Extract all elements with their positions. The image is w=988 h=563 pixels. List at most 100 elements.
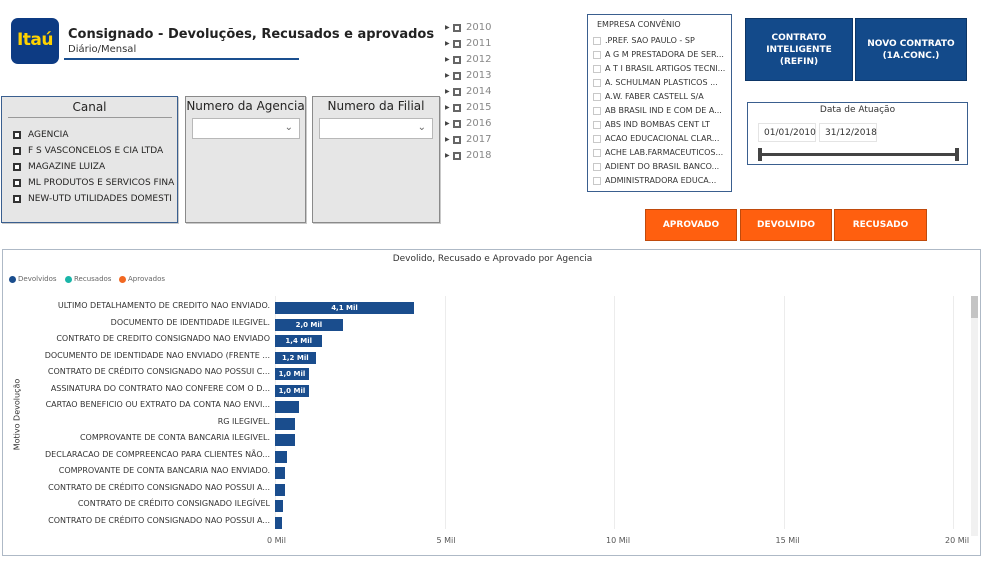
expand-arrow-icon[interactable]: ▶ [445, 152, 450, 159]
chart-scroll-thumb[interactable] [971, 296, 978, 318]
empresa-label: ABS IND BOMBAS CENT LT [605, 120, 710, 129]
legend-devolvidos[interactable]: Devolvidos [9, 275, 57, 283]
year-label: 2013 [466, 70, 492, 81]
date-slider-track[interactable] [759, 153, 957, 156]
year-item-2012[interactable]: ▶ 2012 [445, 54, 491, 65]
canal-item-label: ML PRODUTOS E SERVICOS FINA [28, 178, 175, 188]
bar[interactable] [275, 500, 284, 512]
bar[interactable] [275, 368, 309, 380]
legend-label: Recusados [74, 275, 112, 283]
motivo-devolucao-chart: Devolido, Recusado e Aprovado por Agenci… [2, 249, 981, 556]
empresa-item[interactable]: A T I BRASIL ARTIGOS TECNI... [593, 64, 728, 73]
legend-recusados[interactable]: Recusados [65, 275, 111, 283]
category-label: COMPROVANTE DE CONTA BANCARIA ILEGIVEL. [79, 433, 270, 442]
expand-arrow-icon[interactable]: ▶ [445, 72, 450, 79]
bar[interactable] [275, 384, 309, 397]
devolvido-button[interactable]: DEVOLVIDO [740, 209, 832, 241]
bar[interactable] [275, 467, 286, 479]
category-label: CONTRATO DE CREDITO CONSIGNADO NAO ENVIA… [56, 334, 270, 343]
empresa-item[interactable]: A.W. FABER CASTELL S/A [593, 92, 728, 101]
contrato-inteligente-button[interactable]: CONTRATO INTELIGENTE (REFIN) [745, 18, 853, 81]
slider-start-handle[interactable] [758, 148, 762, 161]
bar[interactable] [275, 483, 286, 496]
checkbox-icon [593, 106, 601, 115]
bar[interactable] [275, 318, 343, 331]
slider-end-handle[interactable] [955, 148, 959, 161]
recusado-button[interactable]: RECUSADO [834, 209, 927, 241]
expand-arrow-icon[interactable]: ▶ [445, 120, 450, 127]
category-label: RG ILEGIVEL. [217, 416, 270, 426]
canal-item-magazine-luiza[interactable]: MAGAZINE LUIZA [13, 162, 176, 172]
checkbox-icon [13, 131, 21, 139]
empresa-item[interactable]: ADMINISTRADORA EDUCA... [593, 176, 728, 185]
checkbox-icon [593, 92, 601, 101]
bar-data-label: 1,4 Mil [285, 337, 313, 345]
empresa-item[interactable]: ACAO EDUCACIONAL CLAR... [593, 134, 728, 143]
canal-item-ml-produtos[interactable]: ML PRODUTOS E SERVICOS FINA [13, 178, 176, 188]
canal-item-new-utd[interactable]: NEW-UTD UTILIDADES DOMESTI [13, 194, 176, 204]
expand-arrow-icon[interactable]: ▶ [445, 136, 450, 143]
expand-arrow-icon[interactable]: ▶ [445, 104, 450, 111]
year-label: 2012 [466, 54, 492, 65]
year-label: 2015 [466, 102, 492, 113]
canal-title: Canal [72, 100, 107, 114]
chart-scrollbar[interactable] [971, 296, 978, 536]
year-item-2011[interactable]: ▶ 2011 [445, 38, 491, 49]
empresa-item[interactable]: ADIENT DO BRASIL BANCO... [593, 162, 728, 171]
legend-dot [119, 275, 126, 283]
bar[interactable] [275, 516, 283, 529]
x-tick-label: 0 Mil [267, 536, 286, 545]
year-item-2018[interactable]: ▶ 2018 [445, 150, 491, 161]
category-label: DOCUMENTO DE IDENTIDADE ILEGIVEL. [110, 317, 270, 327]
bar-data-label: 1,0 Mil [278, 370, 306, 378]
bar[interactable] [275, 434, 296, 446]
expand-arrow-icon[interactable]: ▶ [445, 24, 450, 31]
empresa-item[interactable]: ACHE LAB.FARMACEUTICOS... [593, 148, 728, 157]
canal-item-vasconcelos[interactable]: F S VASCONCELOS E CIA LTDA [13, 146, 176, 156]
empresa-item[interactable]: ABS IND BOMBAS CENT LT [593, 120, 728, 129]
category-label: COMPROVANTE DE CONTA BANCARIA NAO ENVIAD… [58, 466, 270, 475]
checkbox-icon [453, 39, 461, 48]
empresa-item[interactable]: AB BRASIL IND E COM DE A... [593, 106, 728, 115]
novo-contrato-button[interactable]: NOVO CONTRATO (1A.CONC.) [855, 18, 967, 81]
empresa-item[interactable]: .PREF. SAO PAULO - SP [593, 36, 728, 45]
bar[interactable] [275, 302, 414, 314]
category-label: CONTRATO DE CRÉDITO CONSIGNADO NAO POSSU… [47, 367, 270, 376]
canal-item-agencia[interactable]: AGENCIA [13, 130, 176, 140]
start-date-input[interactable]: 01/01/2010 [758, 123, 816, 142]
legend-aprovados[interactable]: Aprovados [119, 275, 165, 283]
category-label: CONTRATO DE CRÉDITO CONSIGNADO NAO POSSU… [48, 482, 270, 492]
checkbox-icon [593, 134, 601, 143]
year-item-2016[interactable]: ▶ 2016 [445, 118, 491, 129]
legend-dot [65, 275, 72, 283]
year-item-2017[interactable]: ▶ 2017 [445, 134, 491, 145]
page-subtitle: Diário/Mensal [68, 44, 137, 55]
bar[interactable] [275, 401, 299, 413]
filial-slicer: Numero da Filial ⌄ [312, 96, 440, 223]
year-item-2013[interactable]: ▶ 2013 [445, 70, 491, 81]
canal-item-label: NEW-UTD UTILIDADES DOMESTI [28, 194, 172, 204]
category-label: CONTRATO DE CRÉDITO CONSIGNADO NAO POSSU… [48, 515, 270, 525]
aprovado-button[interactable]: APROVADO [645, 209, 737, 241]
year-item-2015[interactable]: ▶ 2015 [445, 102, 491, 113]
button-label-line2: (1A.CONC.) [882, 50, 940, 61]
expand-arrow-icon[interactable]: ▶ [445, 40, 450, 47]
expand-arrow-icon[interactable]: ▶ [445, 88, 450, 95]
empresa-item[interactable]: A G M PRESTADORA DE SER... [593, 50, 728, 59]
bar[interactable] [275, 351, 316, 364]
category-label: DOCUMENTO DE IDENTIDADE NAO ENVIADO (FRE… [44, 350, 270, 360]
year-item-2010[interactable]: ▶ 2010 [445, 22, 491, 33]
bar[interactable] [275, 450, 287, 463]
empresa-item[interactable]: A. SCHULMAN PLASTICOS ... [593, 78, 728, 87]
filial-dropdown[interactable]: ⌄ [319, 118, 433, 139]
checkbox-icon [593, 148, 601, 157]
end-date-input[interactable]: 31/12/2018 [819, 123, 877, 142]
expand-arrow-icon[interactable]: ▶ [445, 56, 450, 63]
agencia-dropdown[interactable]: ⌄ [192, 118, 300, 139]
divider [8, 117, 172, 118]
bar-data-label: 2,0 Mil [295, 320, 323, 329]
year-item-2014[interactable]: ▶ 2014 [445, 86, 491, 97]
bar[interactable] [275, 335, 323, 347]
bar[interactable] [275, 417, 296, 430]
date-slicer-title: Data de Atuação [819, 105, 896, 115]
